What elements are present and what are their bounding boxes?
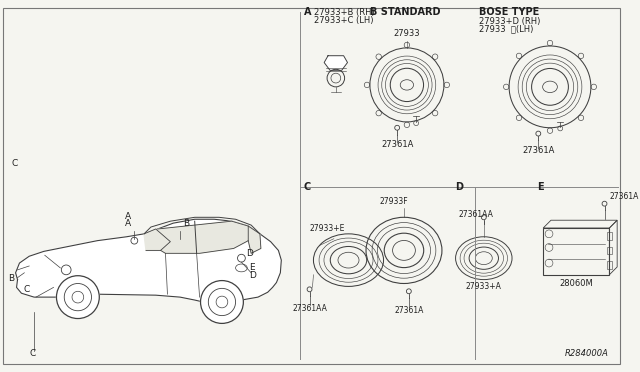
Text: 27933F: 27933F [380, 197, 408, 206]
Text: 27933: 27933 [394, 29, 420, 38]
Text: D: D [246, 249, 253, 258]
Text: 27361A: 27361A [394, 306, 424, 315]
Text: A: A [125, 212, 131, 221]
Text: C: C [24, 285, 29, 294]
Polygon shape [144, 229, 170, 250]
Polygon shape [15, 219, 282, 303]
Text: E: E [249, 263, 255, 272]
Polygon shape [157, 221, 248, 253]
Text: 27361A: 27361A [522, 146, 554, 155]
Text: C: C [29, 349, 35, 357]
Text: B STANDARD: B STANDARD [370, 7, 440, 17]
Text: 27933+D (RH): 27933+D (RH) [479, 17, 540, 26]
Text: 27361A: 27361A [609, 192, 639, 201]
Text: A: A [304, 7, 311, 17]
Text: 27933+C (LH): 27933+C (LH) [314, 16, 374, 25]
Circle shape [200, 280, 243, 323]
Circle shape [56, 276, 99, 318]
Text: D: D [456, 182, 463, 192]
Text: 27933+A: 27933+A [466, 282, 502, 291]
Bar [607, 247, 612, 254]
Text: B: B [8, 273, 14, 283]
Text: A: A [125, 219, 131, 228]
Bar [607, 232, 612, 240]
Polygon shape [248, 226, 261, 253]
Text: C: C [304, 182, 311, 192]
Text: E: E [538, 182, 544, 192]
Text: 27361AA: 27361AA [459, 210, 493, 219]
Text: C: C [12, 159, 18, 168]
Text: 27361A: 27361A [381, 140, 413, 149]
Bar [607, 261, 612, 269]
Text: 27361AA: 27361AA [292, 304, 327, 313]
Text: D: D [249, 271, 256, 280]
Text: 27933+E: 27933+E [310, 224, 345, 233]
Text: 27933  　(LH): 27933 (LH) [479, 25, 533, 33]
Text: 27933+B (RH): 27933+B (RH) [314, 8, 375, 17]
Polygon shape [324, 56, 348, 70]
Text: BOSE TYPE: BOSE TYPE [479, 7, 539, 17]
Bar [543, 228, 609, 275]
Text: B: B [183, 219, 189, 228]
Text: 28060M: 28060M [559, 279, 593, 288]
Text: R284000A: R284000A [564, 349, 609, 357]
